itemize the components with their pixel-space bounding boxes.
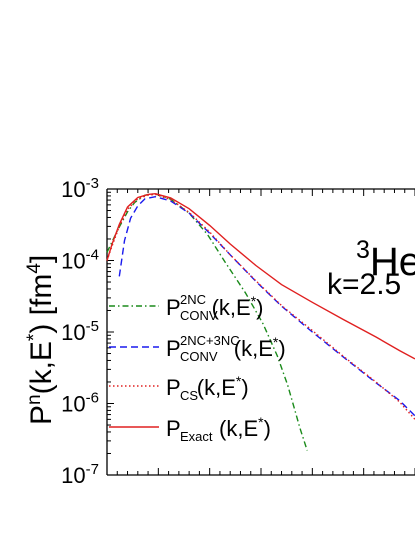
series-layer xyxy=(106,192,415,451)
nucleus-mass-number: 3 xyxy=(356,236,370,264)
y-tick-label: 10-5 xyxy=(61,318,99,345)
legend-label-conv2nc: P2NC CONV xyxy=(166,292,218,323)
legend-arg-exact: (k,E*) xyxy=(219,414,271,441)
series-line-conv2nc xyxy=(106,192,308,451)
y-tick-label: 10-7 xyxy=(61,461,99,488)
legend-arg-cs: (k,E*) xyxy=(197,373,249,400)
legend-arg-conv2nc3nc: (k,E*) xyxy=(234,334,286,361)
y-axis-label-unit: ) [fm xyxy=(25,274,58,334)
series-line-exact xyxy=(106,192,415,360)
y-axis-label-close: ] xyxy=(25,255,58,263)
y-axis-label-main: P xyxy=(25,405,58,425)
y-tick-labels: 10-3 10-4 10-5 10-6 10-7 xyxy=(61,175,99,488)
nucleus-symbol: He xyxy=(370,240,415,284)
y-axis-label-unit-sup: 4 xyxy=(24,263,45,274)
y-tick-label: 10-6 xyxy=(61,390,99,417)
y-axis-label-rest: (k,E xyxy=(25,341,58,394)
series-line-conv2nc3nc xyxy=(118,195,415,417)
legend-label-cs: PCS xyxy=(166,375,198,403)
legend-arg-conv2nc: (k,E*) xyxy=(212,293,264,320)
nucleus-annotation: 3He xyxy=(356,236,415,284)
y-axis-label: Pn(k,E*) [fm4] xyxy=(24,255,58,425)
legend-label-conv2nc3nc: P2NC+3NC CONV xyxy=(166,333,240,364)
legend: P2NC CONV(k,E*)P2NC+3NC CONV (k,E*)PCS(k,E*… xyxy=(109,292,286,444)
legend-label-exact: PExact xyxy=(166,416,213,444)
y-axis-label-star: * xyxy=(24,333,45,341)
momentum-annotation: k=2.5 xyxy=(327,268,401,301)
y-tick-label: 10-3 xyxy=(61,175,99,202)
y-tick-label: 10-4 xyxy=(61,247,99,274)
y-axis-label-sup: n xyxy=(24,394,45,405)
series-line-cs xyxy=(106,193,415,420)
plot-frame xyxy=(106,188,415,476)
